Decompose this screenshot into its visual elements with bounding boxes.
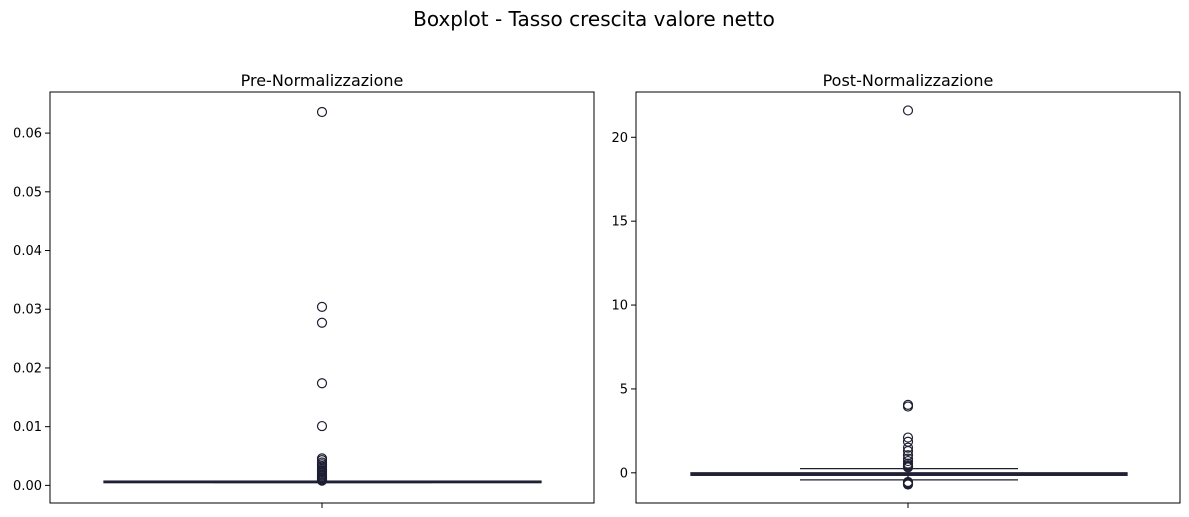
panel-title: Pre-Normalizzazione — [241, 71, 404, 90]
outlier-point — [902, 401, 914, 412]
plot-frame — [635, 91, 1181, 504]
outlier-point — [316, 301, 328, 312]
outlier-point — [902, 432, 914, 443]
y-tick-label: 0.04 — [13, 244, 42, 259]
outlier-point — [902, 105, 914, 116]
outlier-point — [902, 455, 914, 467]
y-tick-label: 5 — [620, 382, 628, 397]
panel-pre-normalizzazione: Pre-Normalizzazione 0.00 0.01 0.02 0.03 0.04 0… — [13, 71, 595, 508]
y-tick-label: 0 — [620, 466, 628, 481]
y-tick-label: 0.03 — [13, 303, 42, 318]
y-tick-label: 10 — [611, 299, 628, 314]
outlier-point — [316, 378, 328, 389]
outlier-point — [902, 462, 914, 473]
plot-frame — [49, 91, 595, 504]
outlier-point — [902, 479, 914, 490]
panel-post-normalizzazione: Post-Normalizzazione 0 5 10 15 20 — [611, 71, 1181, 508]
y-tick-label: 0.00 — [13, 479, 42, 494]
y-tick-label: 0.05 — [13, 185, 42, 200]
y-tick-label: 0.02 — [13, 361, 42, 376]
outlier-point — [902, 442, 914, 453]
panel-title: Post-Normalizzazione — [823, 71, 994, 90]
y-tick-label: 0.01 — [13, 420, 42, 435]
outlier-point — [902, 450, 914, 461]
outlier-point — [316, 420, 328, 432]
outlier-point — [902, 445, 914, 457]
y-tick-label: 15 — [611, 215, 628, 230]
outlier-point — [316, 106, 328, 118]
figure-title: Boxplot - Tasso crescita valore netto — [413, 7, 775, 31]
outlier-point — [316, 475, 328, 486]
outlier-point — [316, 317, 328, 328]
y-tick-label: 20 — [611, 131, 628, 146]
y-tick-label: 0.06 — [13, 127, 42, 142]
